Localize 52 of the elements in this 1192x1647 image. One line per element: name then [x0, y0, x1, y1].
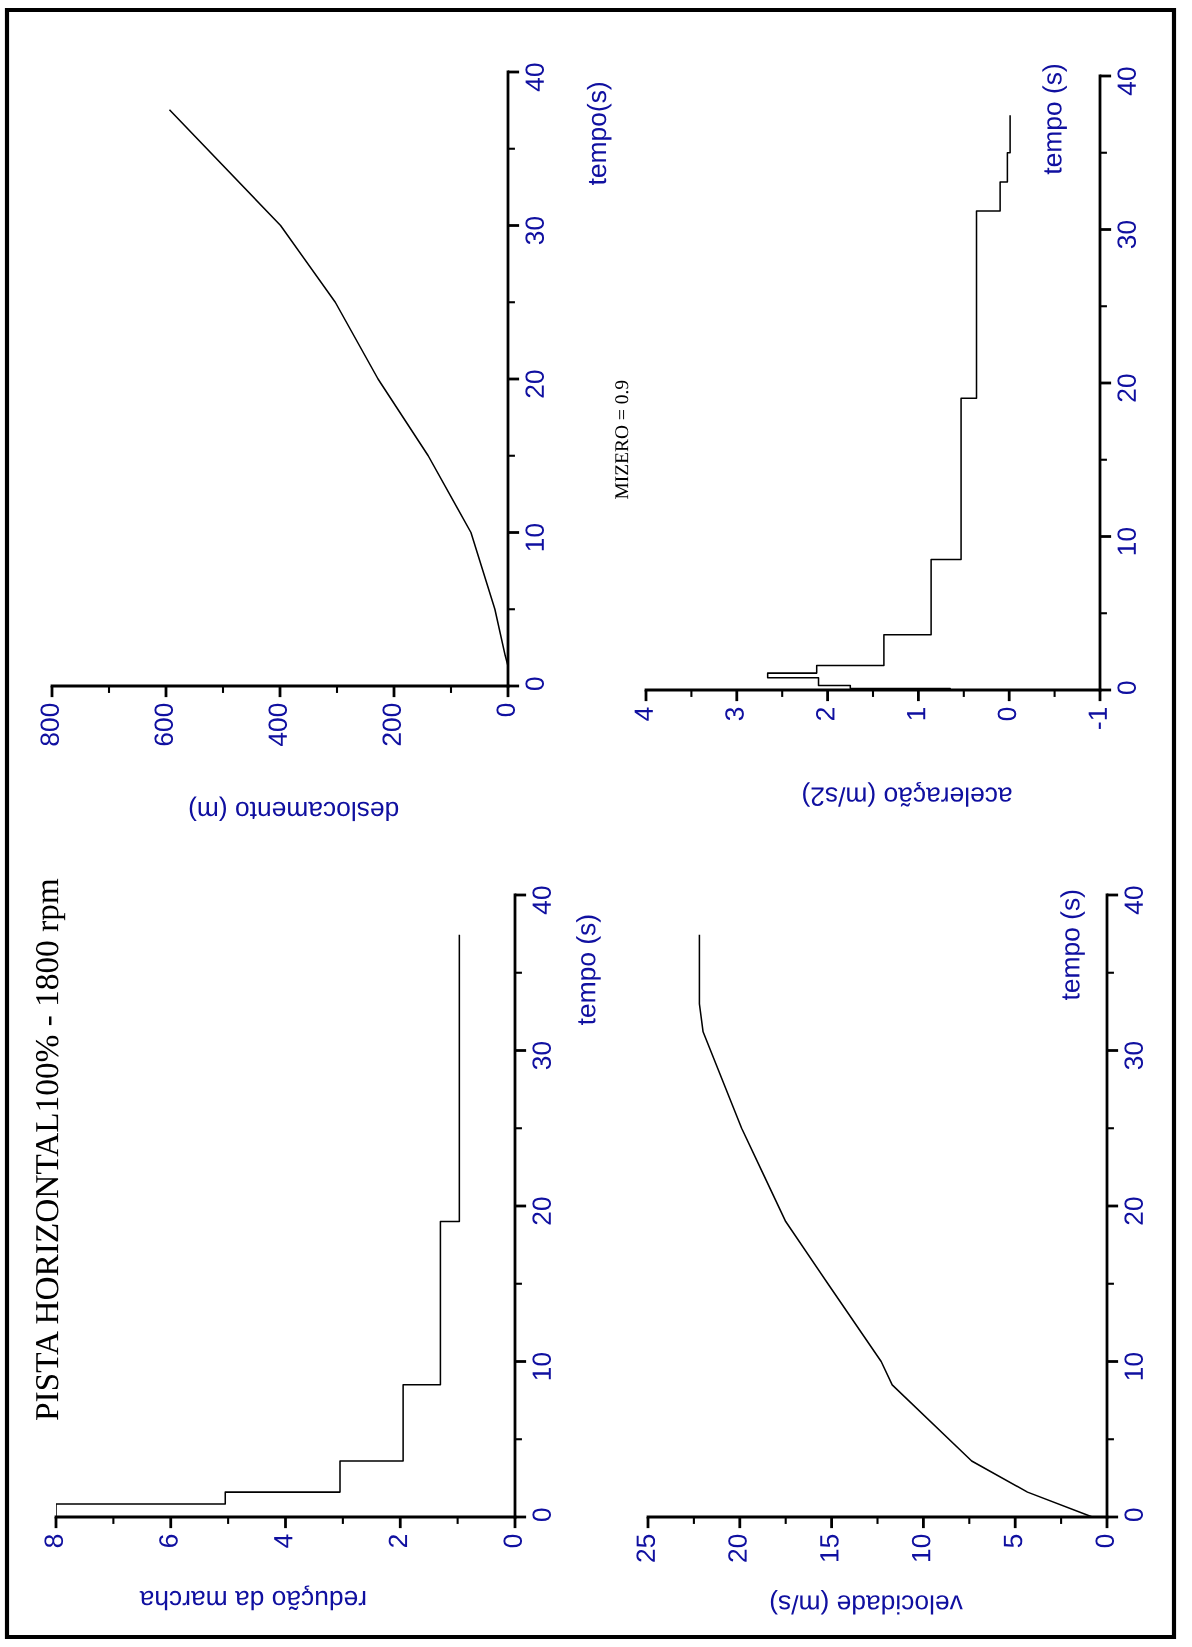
x-axis-title: aceleração (m/s2) [803, 782, 1012, 807]
x-tick-label: 800 [40, 703, 60, 746]
y-tick-label: 40 [532, 886, 552, 915]
x-tick-label: 6 [159, 1534, 178, 1547]
x-tick-label: 0 [496, 703, 516, 717]
y-tick-label: 10 [532, 1352, 552, 1380]
y-tick-label: 20 [1124, 1197, 1144, 1225]
x-tick-label: 10 [911, 1534, 931, 1561]
x-axis-title: velocidade (m/s) [770, 1589, 963, 1615]
y-tick-label: 30 [525, 216, 545, 245]
x-tick-label: 200 [382, 703, 402, 746]
y-tick-label: 40 [1117, 67, 1137, 96]
text: PISTA HORIZONTAL100% - 1800 rpm [35, 878, 66, 1421]
x-axis-title: deslocamento (m) [189, 796, 399, 822]
y-tick-label: 20 [1117, 374, 1137, 402]
x-tick-label: 25 [636, 1534, 656, 1562]
y-tick-label: 0 [532, 1508, 552, 1522]
x-tick-label: 4 [274, 1534, 293, 1548]
y-tick-label: 10 [525, 523, 545, 551]
x-tick-label: 15 [820, 1534, 839, 1561]
y-tick-label: 10 [1117, 527, 1137, 555]
y-tick-label: 30 [1117, 220, 1137, 249]
y-axis-title: tempo(s) [586, 82, 612, 186]
x-tick-label: 8 [44, 1534, 64, 1548]
y-axis-title: tempo (s) [1060, 890, 1085, 1001]
x-tick-label: 0 [997, 707, 1017, 721]
y-tick-label: 40 [1124, 886, 1144, 915]
y-tick-label: 20 [532, 1197, 552, 1225]
x-tick-label: 2 [388, 1534, 408, 1548]
x-tick-label: 5 [1003, 1534, 1023, 1548]
x-tick-label: 4 [634, 707, 653, 721]
x-tick-label: -1 [1088, 707, 1107, 729]
x-tick-label: 1 [907, 707, 926, 720]
y-axis-title: tempo (s) [576, 915, 601, 1025]
x-tick-label: 20 [728, 1534, 747, 1562]
x-tick-label: 400 [268, 703, 288, 747]
y-tick-label: 30 [1124, 1041, 1144, 1070]
y-axis-title: tempo (s) [1042, 64, 1067, 175]
y-tick-label: 20 [525, 370, 545, 398]
y-tick-label: 0 [525, 677, 545, 691]
x-tick-label: 600 [154, 703, 174, 746]
x-tick-label: 0 [503, 1534, 523, 1548]
y-tick-label: 10 [1124, 1352, 1144, 1380]
x-tick-label: 2 [816, 707, 835, 721]
text: MIZERO = 0.9 [615, 380, 629, 499]
y-tick-label: 30 [532, 1041, 552, 1070]
y-tick-label: 0 [1124, 1508, 1144, 1522]
x-tick-label: 0 [1095, 1534, 1115, 1548]
x-axis-title: redução da marcha [139, 1585, 366, 1611]
y-tick-label: 40 [525, 63, 545, 92]
y-tick-label: 0 [1117, 681, 1137, 695]
x-tick-label: 3 [725, 707, 744, 721]
